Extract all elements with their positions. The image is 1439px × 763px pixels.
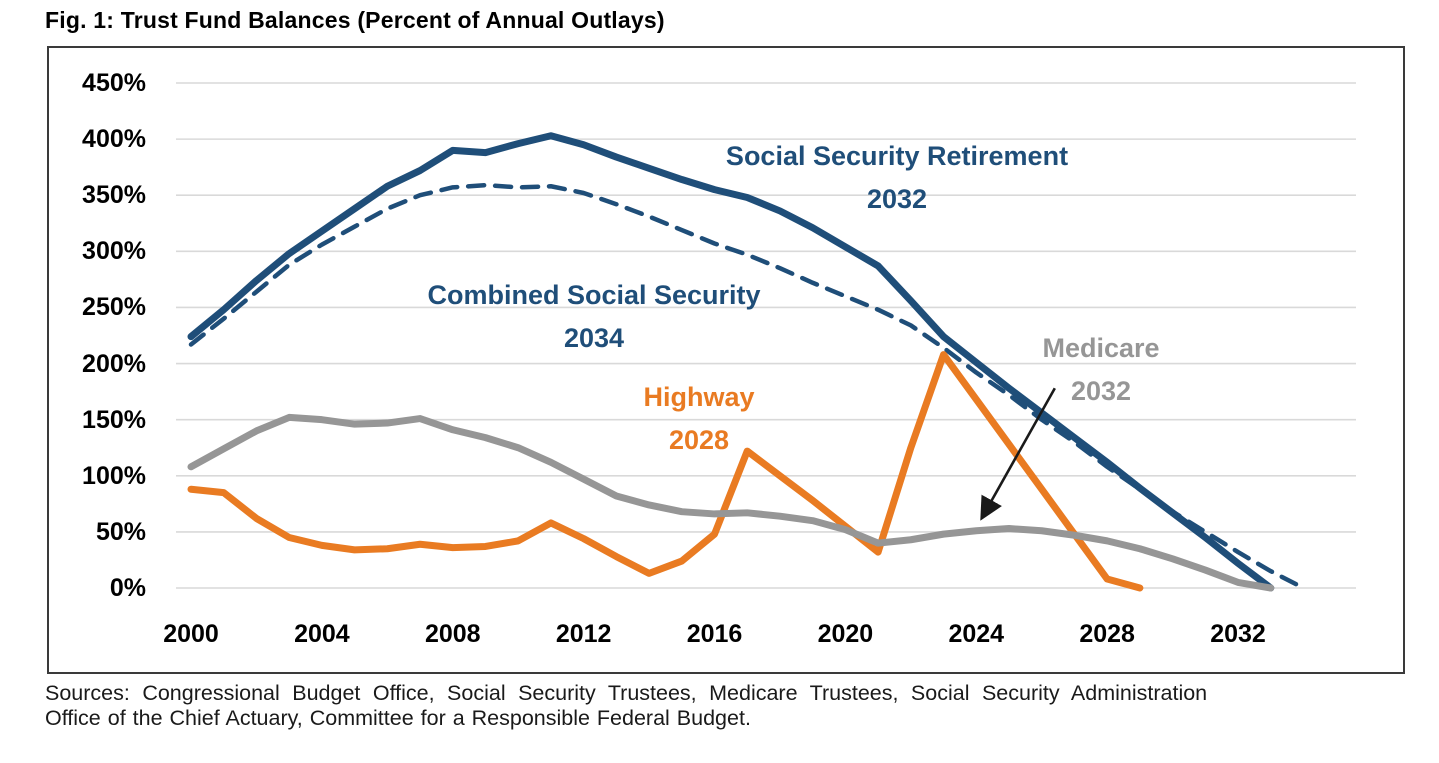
medicare-pointer-arrow — [980, 387, 1056, 521]
series-name: Social Security Retirement — [725, 141, 1069, 171]
series-name: Highway — [643, 382, 755, 412]
x-tick-2004: 2004 — [294, 620, 350, 648]
y-tick-350: 350% — [82, 181, 146, 210]
line-highway — [187, 351, 1144, 592]
label-medicare: Medicare 2032 — [1042, 327, 1159, 413]
label-social-security-retirement: Social Security Retirement 2032 — [726, 135, 1068, 221]
sources-note: Sources: Congressional Budget Office, So… — [45, 681, 1437, 731]
y-tick-450: 450% — [82, 69, 146, 97]
x-tick-2032: 2032 — [1210, 620, 1266, 648]
y-tick-50: 50% — [95, 517, 146, 546]
label-combined-social-security: Combined Social Security 2034 — [427, 274, 760, 360]
y-tick-100: 100% — [82, 461, 146, 490]
y-tick-0: 0% — [109, 574, 146, 602]
label-highway: Highway 2028 — [643, 376, 754, 462]
series-depletion-year: 2034 — [563, 323, 625, 353]
sources-line-1: Sources: Congressional Budget Office, So… — [45, 681, 1208, 705]
x-tick-2024: 2024 — [948, 620, 1005, 648]
sources-line-2: Office of the Chief Actuary, Committee f… — [45, 706, 751, 730]
series-depletion-year: 2032 — [866, 184, 928, 214]
line-combined-social-security — [188, 182, 1306, 591]
x-tick-2020: 2020 — [817, 620, 874, 648]
line-social-security-retirement — [187, 132, 1275, 592]
y-tick-250: 250% — [82, 293, 146, 322]
line-medicare — [187, 413, 1275, 592]
series-depletion-year: 2028 — [668, 425, 730, 455]
series-name: Medicare — [1042, 333, 1160, 363]
series-depletion-year: 2032 — [1070, 376, 1132, 406]
x-tick-2012: 2012 — [555, 620, 612, 648]
chart-title: Fig. 1: Trust Fund Balances (Percent of … — [45, 7, 665, 33]
x-tick-2008: 2008 — [424, 620, 481, 648]
x-tick-2016: 2016 — [686, 620, 743, 648]
plot-area-border — [47, 46, 1405, 674]
series-name: Combined Social Security — [427, 280, 761, 310]
y-tick-400: 400% — [82, 125, 146, 154]
y-tick-150: 150% — [82, 405, 146, 434]
y-tick-200: 200% — [82, 349, 146, 378]
x-tick-2028: 2028 — [1079, 620, 1135, 648]
y-tick-300: 300% — [82, 237, 146, 266]
x-tick-2000: 2000 — [163, 620, 219, 648]
